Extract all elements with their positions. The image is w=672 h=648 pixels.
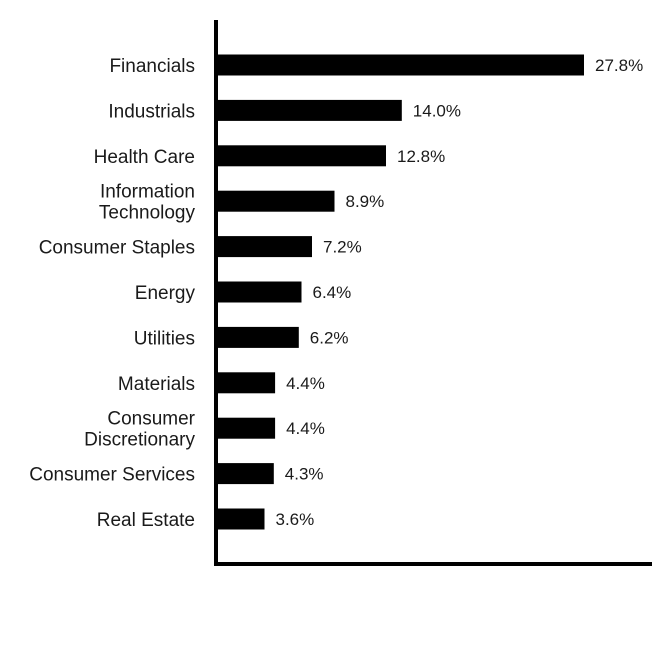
category-label-1: Industrials [108, 101, 195, 122]
category-label-9: Consumer Services [29, 465, 195, 486]
value-label-7: 4.4% [286, 374, 325, 393]
category-label-line: Consumer Services [29, 465, 195, 486]
category-label-3: Information Technology [99, 182, 196, 224]
category-label-line: Energy [135, 283, 196, 304]
value-labels-group: 27.8% 14.0% 12.8% 8.9% 7.2% 6.4% 6.2% 4.4% 4.4% 4… [276, 56, 644, 529]
value-label-5: 6.4% [313, 283, 352, 302]
value-label-1: 14.0% [413, 101, 461, 120]
category-labels-group: Financials Industrials Health Care Informat… [29, 56, 195, 531]
category-label-2: Health Care [94, 147, 195, 168]
value-label-0: 27.8% [595, 56, 643, 75]
category-label-line: Consumer Staples [39, 238, 195, 259]
bar-3 [217, 190, 335, 212]
category-label-8: Consumer Discretionary [84, 409, 196, 451]
category-label-10: Real Estate [97, 510, 195, 531]
bar-8 [217, 417, 276, 439]
category-label-line: Materials [118, 374, 195, 395]
value-label-8: 4.4% [286, 419, 325, 438]
value-label-3: 8.9% [346, 192, 385, 211]
category-label-4: Consumer Staples [39, 238, 195, 259]
category-label-line: Information [100, 182, 195, 203]
bar-10 [217, 508, 265, 530]
value-label-10: 3.6% [276, 510, 315, 529]
category-label-0: Financials [109, 56, 195, 77]
category-label-7: Materials [118, 374, 195, 395]
category-label-line: Financials [109, 56, 195, 77]
value-label-6: 6.2% [310, 328, 349, 347]
category-label-line: Industrials [108, 101, 195, 122]
bars-group [217, 54, 584, 530]
bar-5 [217, 281, 302, 303]
category-label-line: Consumer [107, 409, 195, 430]
category-label-line: Utilities [134, 328, 195, 349]
bar-2 [217, 145, 386, 167]
category-label-5: Energy [135, 283, 196, 304]
value-label-9: 4.3% [285, 465, 324, 484]
bar-7 [217, 372, 276, 394]
value-label-2: 12.8% [397, 147, 445, 166]
category-label-line: Technology [99, 203, 196, 224]
category-label-line: Discretionary [84, 430, 195, 451]
bar-9 [217, 463, 274, 485]
category-label-line: Health Care [94, 147, 195, 168]
bar-6 [217, 326, 299, 348]
bar-1 [217, 99, 402, 121]
bar-4 [217, 236, 312, 258]
bar-0 [217, 54, 584, 76]
category-label-line: Real Estate [97, 510, 195, 531]
category-label-6: Utilities [134, 328, 195, 349]
value-label-4: 7.2% [323, 238, 362, 257]
